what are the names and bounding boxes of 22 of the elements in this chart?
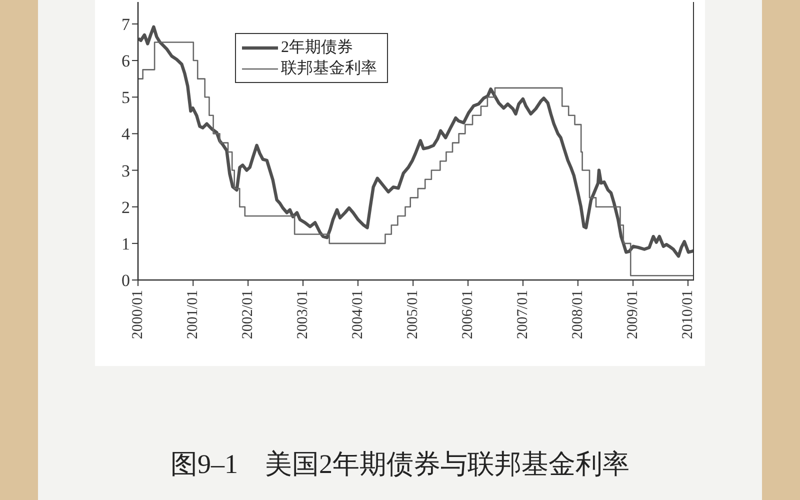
- y-tick-label: 3: [122, 161, 130, 180]
- y-tick-label: 4: [122, 124, 130, 144]
- y-tick-label: 6: [122, 52, 130, 71]
- x-tick-label: 2009/01: [625, 290, 642, 340]
- x-tick-label: 2006/01: [460, 290, 476, 340]
- legend-label: 联邦基金利率: [281, 58, 377, 79]
- y-tick-label: 5: [122, 88, 130, 108]
- y-tick-label: 2: [122, 198, 130, 217]
- x-tick-label: 2010/01: [680, 290, 696, 340]
- x-tick-label: 2007/01: [514, 290, 531, 340]
- x-tick-label: 2001/01: [185, 290, 202, 340]
- x-tick-label: 2008/01: [570, 290, 586, 340]
- x-tick-label: 2000/01: [130, 290, 146, 340]
- x-tick-label: 2003/01: [295, 290, 312, 340]
- legend-label: 2年期债券: [281, 38, 353, 58]
- y-tick-label: 1: [122, 234, 130, 254]
- text: 图9–1 美国2年期债券与联邦基金利率: [170, 449, 630, 479]
- y-tick-label: 7: [122, 14, 130, 34]
- y-tick-label: 0: [122, 271, 130, 290]
- x-tick-label: 2005/01: [405, 290, 422, 340]
- x-tick-label: 2004/01: [350, 290, 366, 340]
- x-tick-label: 2002/01: [240, 290, 256, 340]
